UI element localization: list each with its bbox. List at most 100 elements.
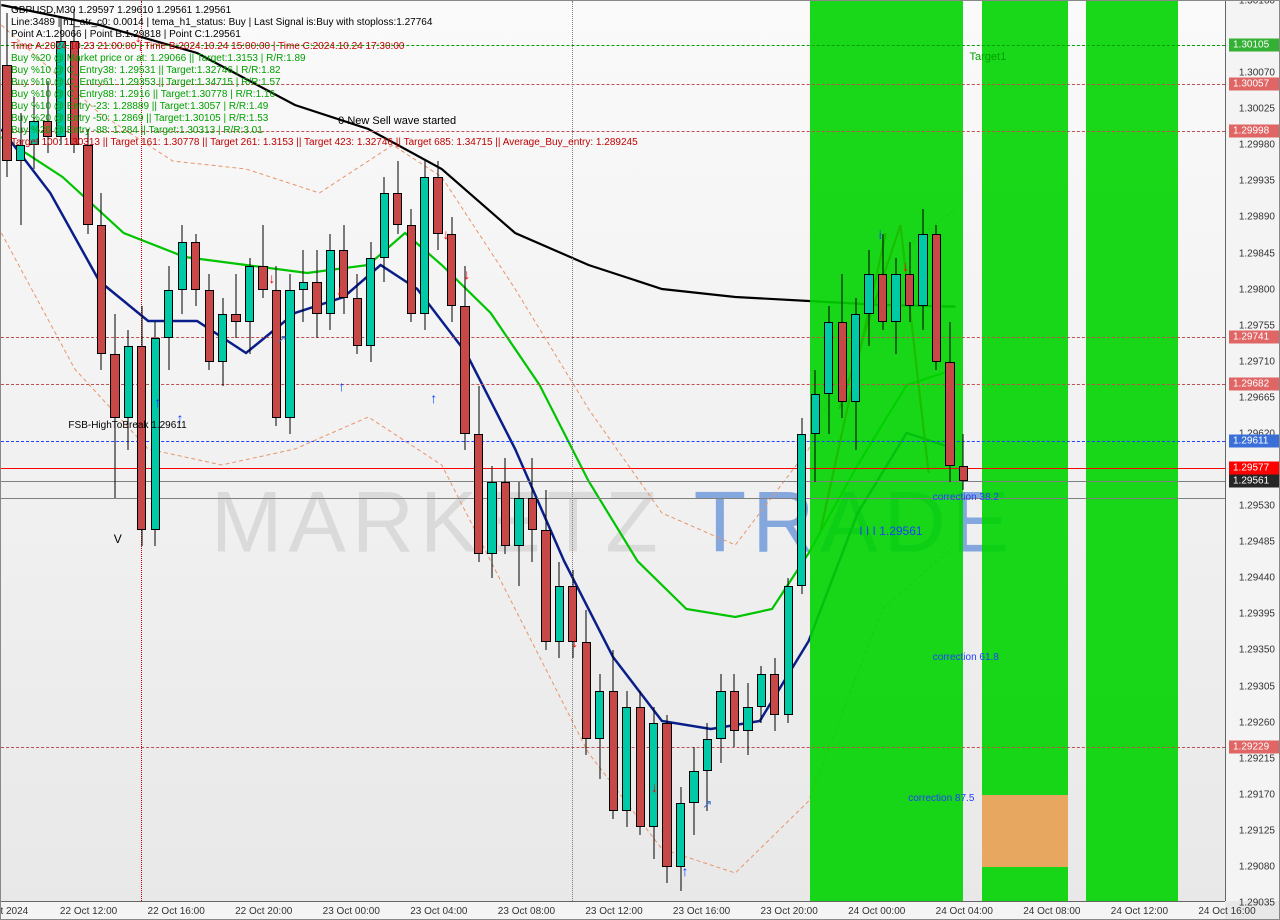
x-tick: 24 Oct 12:00	[1111, 906, 1168, 917]
candle	[474, 1, 483, 901]
candle	[770, 1, 779, 901]
candle	[716, 1, 725, 901]
candle	[407, 1, 416, 901]
chart-annotation: correction 61.8	[933, 652, 999, 663]
chart-annotation: I I I 1.29561	[859, 524, 922, 538]
candle	[730, 1, 739, 901]
info-text: Buy %20 @ Market price or at: 1.29066 ||…	[11, 53, 306, 64]
candle	[932, 1, 941, 901]
chart-annotation: FSB-HighToBreak 1.29611	[68, 420, 186, 431]
candle	[56, 1, 65, 901]
chart-container[interactable]: MARKETZ TRADE ↓↓↓↓↓↓↓↓↑↑↑↑↑0 New Sell wa…	[0, 0, 1280, 920]
candle	[393, 1, 402, 901]
buy-arrow-icon: ↑	[682, 863, 689, 879]
candle	[245, 1, 254, 901]
candle	[124, 1, 133, 901]
x-tick: 22 Oct 12:00	[60, 906, 117, 917]
y-tick: 1.30025	[1239, 104, 1275, 115]
sell-arrow-icon: ↓	[902, 258, 909, 274]
candle	[29, 1, 38, 901]
candle	[689, 1, 698, 901]
candle	[811, 1, 820, 901]
candle	[501, 1, 510, 901]
y-tick: 1.29845	[1239, 248, 1275, 259]
y-tick: 1.29485	[1239, 537, 1275, 548]
info-text: GBPUSD,M30 1.29597 1.29610 1.29561 1.295…	[11, 5, 231, 16]
future-band	[1086, 1, 1178, 901]
candle	[609, 1, 618, 901]
y-tick: 1.29350	[1239, 645, 1275, 656]
candle	[555, 1, 564, 901]
price-label: 1.29682	[1229, 378, 1279, 391]
candle	[703, 1, 712, 901]
candle	[231, 1, 240, 901]
y-axis: 1.301601.300701.300251.299801.299351.298…	[1225, 1, 1279, 901]
candle	[784, 1, 793, 901]
sell-arrow-icon: ↓	[268, 270, 275, 286]
candle	[662, 1, 671, 901]
chart-annotation: correction 38.2	[933, 492, 999, 503]
candle	[326, 1, 335, 901]
y-tick: 1.29260	[1239, 717, 1275, 728]
candle	[878, 1, 887, 901]
y-tick: 1.29305	[1239, 681, 1275, 692]
candle	[447, 1, 456, 901]
y-tick: 1.29800	[1239, 284, 1275, 295]
candle	[299, 1, 308, 901]
y-tick: 1.29530	[1239, 501, 1275, 512]
sell-arrow-icon: ↓	[651, 779, 658, 795]
candle	[43, 1, 52, 901]
sell-arrow-icon: ↓	[571, 634, 578, 650]
x-tick: 24 Oct 16:00	[1198, 906, 1255, 917]
info-text: Time A:2024.10.23 21:00:00 | Time B:2024…	[11, 41, 404, 52]
info-text: Buy %20 @ Entry -50: 1.2869 || Target:1.…	[11, 113, 268, 124]
candle	[285, 1, 294, 901]
price-label: 1.29998	[1229, 124, 1279, 137]
candle	[757, 1, 766, 901]
x-tick: 22 Oct 2024	[0, 906, 28, 917]
chart-annotation: 0 New Sell wave started	[338, 115, 456, 127]
info-text: Line:3489 | h1_atr_c0: 0.0014 | tema_h1_…	[11, 17, 432, 28]
candle	[380, 1, 389, 901]
chart-annotation: ↗	[277, 332, 287, 346]
x-tick: 22 Oct 16:00	[148, 906, 205, 917]
sell-arrow-icon: ↓	[336, 282, 343, 298]
y-tick: 1.29215	[1239, 753, 1275, 764]
sell-arrow-icon: ↓	[463, 266, 470, 282]
x-axis: 22 Oct 202422 Oct 12:0022 Oct 16:0022 Oc…	[1, 901, 1225, 919]
candle	[595, 1, 604, 901]
y-tick: 1.29080	[1239, 861, 1275, 872]
candle	[70, 1, 79, 901]
candle	[312, 1, 321, 901]
x-tick: 23 Oct 16:00	[673, 906, 730, 917]
candle	[366, 1, 375, 901]
chart-annotation: V	[114, 532, 122, 546]
candle	[676, 1, 685, 901]
y-tick: 1.29890	[1239, 212, 1275, 223]
candle	[541, 1, 550, 901]
x-tick: 23 Oct 12:00	[585, 906, 642, 917]
y-tick: 1.29170	[1239, 789, 1275, 800]
y-tick: 1.30160	[1239, 0, 1275, 7]
future-band	[982, 1, 1068, 901]
info-text: Buy %20 @ Entry -88: 1.284 || Target:1.3…	[11, 125, 263, 136]
candle	[864, 1, 873, 901]
candle	[797, 1, 806, 901]
candle	[16, 1, 25, 901]
candle	[582, 1, 591, 901]
candle	[959, 1, 968, 901]
candle	[83, 1, 92, 901]
candle	[636, 1, 645, 901]
y-tick: 1.29935	[1239, 176, 1275, 187]
chart-annotation: ↗	[702, 797, 712, 811]
y-tick: 1.29440	[1239, 573, 1275, 584]
x-tick: 24 Oct 04:00	[936, 906, 993, 917]
chart-plot-area[interactable]: MARKETZ TRADE ↓↓↓↓↓↓↓↓↑↑↑↑↑0 New Sell wa…	[1, 1, 1225, 901]
price-label: 1.29577	[1229, 462, 1279, 475]
candle	[164, 1, 173, 901]
candle	[178, 1, 187, 901]
candle	[622, 1, 631, 901]
price-label: 1.29561	[1229, 475, 1279, 488]
price-label: 1.30057	[1229, 77, 1279, 90]
buy-arrow-icon: ↑	[338, 378, 345, 394]
